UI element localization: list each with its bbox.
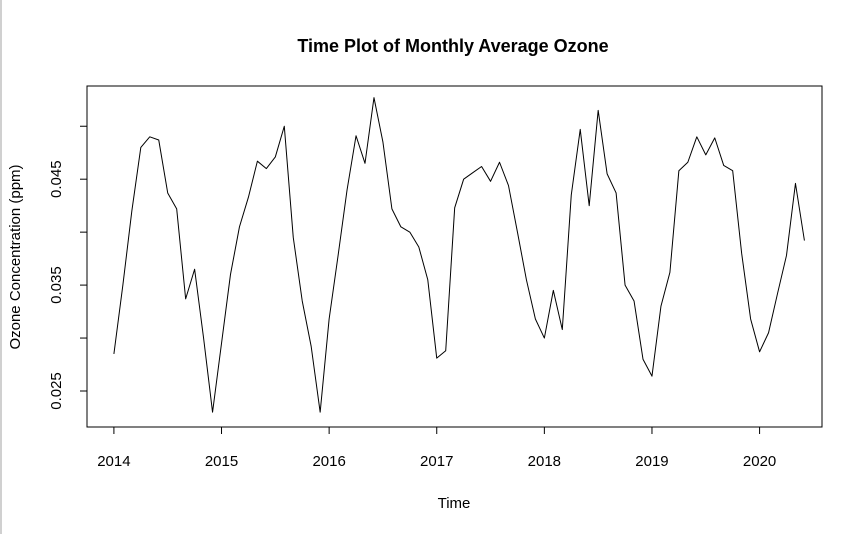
y-axis-label: Ozone Concentration (ppm) bbox=[7, 164, 24, 349]
y-axis: 0.025 0.035 0.045 bbox=[48, 125, 88, 410]
x-axis: 2014 2015 2016 2017 2018 2019 2020 bbox=[97, 426, 776, 470]
x-tick-label: 2020 bbox=[743, 453, 776, 470]
y-tick-label: 0.035 bbox=[48, 266, 65, 304]
x-tick-label: 2016 bbox=[312, 453, 345, 470]
x-tick-label: 2014 bbox=[97, 453, 130, 470]
window-edge bbox=[0, 0, 2, 534]
y-tick-label: 0.045 bbox=[48, 160, 65, 198]
x-tick-label: 2018 bbox=[528, 453, 561, 470]
chart-title: Time Plot of Monthly Average Ozone bbox=[297, 36, 608, 56]
plot-frame bbox=[86, 85, 823, 428]
x-tick-label: 2019 bbox=[635, 453, 668, 470]
series-line-ozone bbox=[113, 97, 805, 413]
x-axis-label: Time bbox=[438, 495, 471, 512]
y-tick-label: 0.025 bbox=[48, 372, 65, 410]
x-tick-label: 2017 bbox=[420, 453, 453, 470]
x-tick-label: 2015 bbox=[205, 453, 238, 470]
